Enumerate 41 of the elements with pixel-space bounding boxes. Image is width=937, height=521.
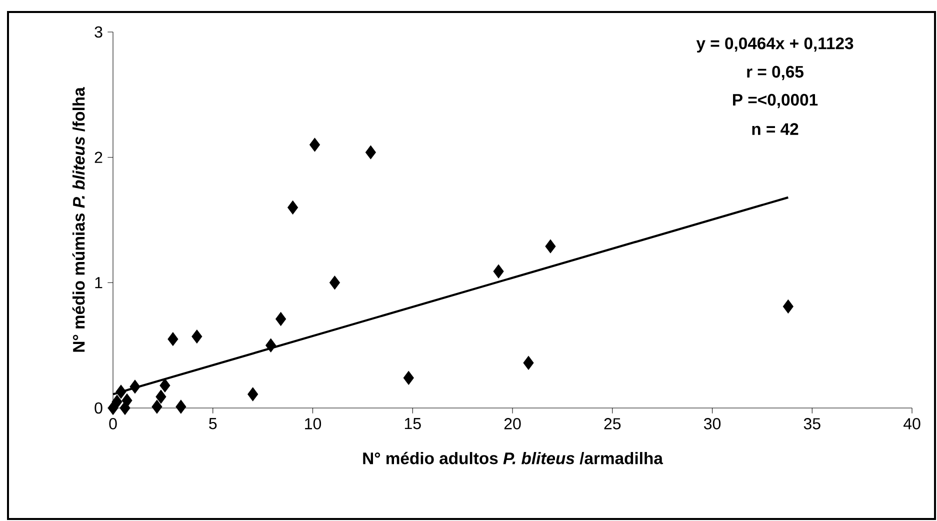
y-tick-label: 1 xyxy=(95,277,102,288)
point xyxy=(403,370,414,385)
point xyxy=(120,401,130,415)
y-axis-title: N° médio múmias P. bliteus /folha xyxy=(72,87,85,352)
x-tick-label: 10 xyxy=(305,418,322,430)
x-tick-label: 15 xyxy=(404,418,421,430)
point xyxy=(266,338,276,352)
x-tick-label: 20 xyxy=(504,418,521,430)
point xyxy=(248,387,258,402)
annotation: n = 42 xyxy=(752,123,798,135)
x-tick-label: 40 xyxy=(903,418,920,430)
point xyxy=(523,356,534,370)
point xyxy=(329,276,340,290)
annotation: y = 0,0464x + 0,1123 xyxy=(696,37,854,53)
point xyxy=(782,300,794,314)
point xyxy=(176,400,186,414)
y-tick-label: 2 xyxy=(94,152,102,163)
x-tick-label: 25 xyxy=(604,418,621,430)
x-tick-label: 0 xyxy=(109,418,117,430)
point xyxy=(365,145,376,160)
point xyxy=(130,380,140,394)
point xyxy=(160,378,170,392)
annotation: r = 0,65 xyxy=(747,66,804,80)
point xyxy=(192,330,202,344)
point xyxy=(309,138,320,152)
y-tick-label: 3 xyxy=(94,26,102,38)
x-tick-label: 30 xyxy=(704,418,721,430)
y-tick-label: 0 xyxy=(94,402,102,414)
point xyxy=(288,200,298,214)
point xyxy=(156,390,166,404)
x-tick-label: 5 xyxy=(209,418,217,430)
point xyxy=(545,239,556,254)
point xyxy=(493,264,504,278)
point xyxy=(168,332,178,346)
point xyxy=(152,400,162,414)
x-axis-title: N° médio adultos P. bliteus /armadilha xyxy=(363,452,664,464)
x-tick-label: 35 xyxy=(804,418,820,430)
annotation: P =<0,0001 xyxy=(733,94,818,108)
point xyxy=(116,384,126,399)
point xyxy=(276,312,286,326)
point xyxy=(108,401,118,415)
